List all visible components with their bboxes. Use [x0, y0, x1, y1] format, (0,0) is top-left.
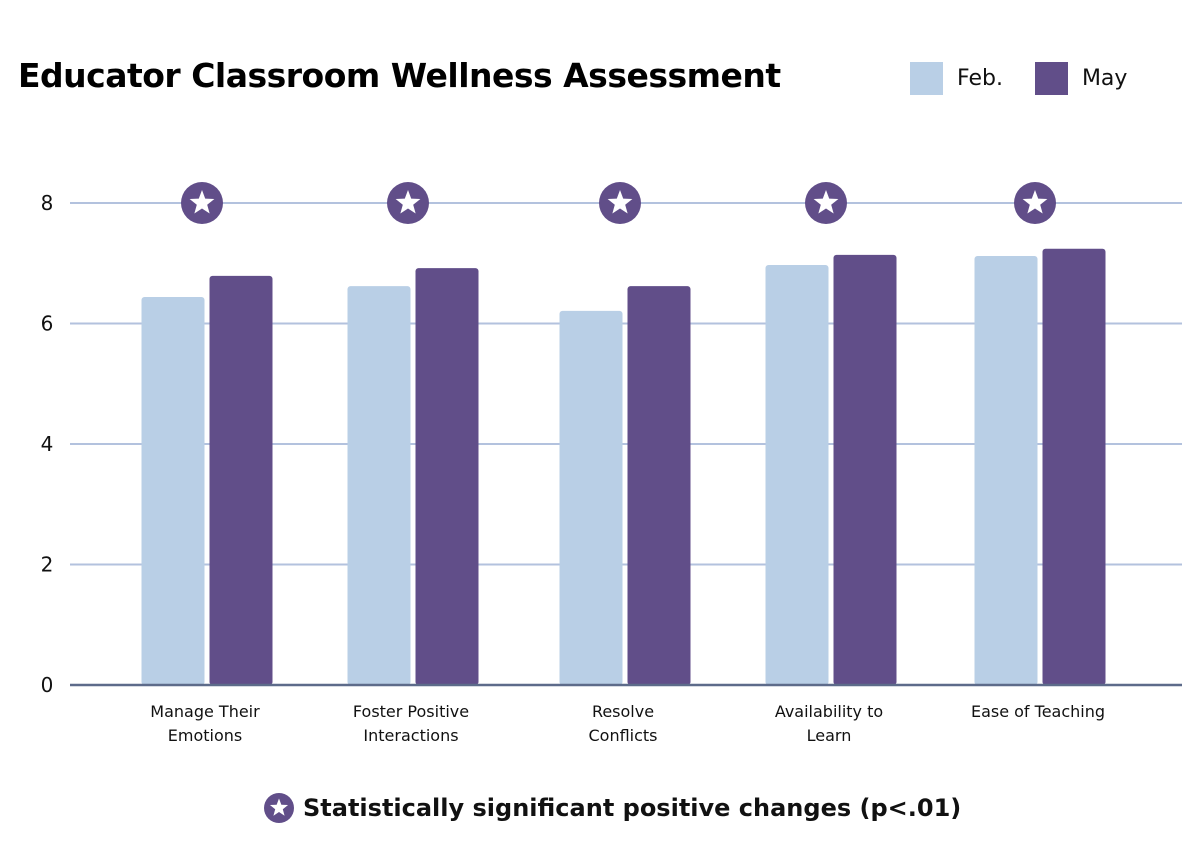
x-tick-label: Resolve — [592, 702, 654, 721]
legend: Feb. May — [910, 62, 1159, 95]
footnote: Statistically significant positive chang… — [263, 792, 961, 824]
bar-may — [627, 286, 691, 685]
significance-badge — [805, 182, 847, 224]
legend-swatch-may — [1034, 62, 1068, 95]
legend-item-may: May — [1034, 62, 1128, 95]
x-tick-label: Foster Positive — [353, 702, 469, 721]
bar-may — [209, 275, 273, 685]
y-tick-label: 4 — [41, 432, 54, 456]
star-icon — [269, 798, 289, 816]
bar-may — [833, 254, 897, 685]
legend-item-feb: Feb. — [910, 62, 1003, 95]
x-tick-label: Conflicts — [588, 726, 657, 745]
star-icon — [395, 189, 421, 214]
y-tick-label: 2 — [41, 553, 54, 577]
x-tick-label: Interactions — [363, 726, 458, 745]
bar-may — [1042, 248, 1106, 686]
star-icon — [607, 189, 633, 214]
bar-feb — [347, 286, 411, 685]
significance-badge — [599, 182, 641, 224]
significance-badge — [181, 182, 223, 224]
significance-badge — [387, 182, 429, 224]
y-tick-label: 0 — [41, 673, 54, 697]
y-tick-label: 8 — [41, 191, 54, 215]
bar-feb — [765, 265, 829, 685]
x-tick-label: Availability to — [775, 702, 883, 721]
star-icon — [813, 189, 839, 214]
significance-badge — [1014, 182, 1056, 224]
bar-may — [415, 268, 479, 685]
star-icon — [1022, 189, 1048, 214]
x-tick-label: Emotions — [168, 726, 242, 745]
chart-title: Educator Classroom Wellness Assessment — [18, 56, 781, 95]
bar-feb — [559, 310, 623, 685]
legend-label-may: May — [1081, 66, 1128, 91]
legend-swatch-feb — [910, 62, 943, 95]
x-tick-label: Learn — [807, 726, 852, 745]
x-tick-label: Manage Their — [150, 702, 260, 721]
y-tick-label: 6 — [41, 312, 54, 336]
x-tick-label: Ease of Teaching — [971, 702, 1105, 721]
footnote-text: Statistically significant positive chang… — [303, 794, 962, 822]
star-icon — [189, 189, 215, 214]
star-badge-icon — [264, 793, 294, 823]
bar-feb — [974, 256, 1038, 685]
legend-label-feb: Feb. — [957, 66, 1003, 91]
bar-feb — [141, 296, 205, 685]
